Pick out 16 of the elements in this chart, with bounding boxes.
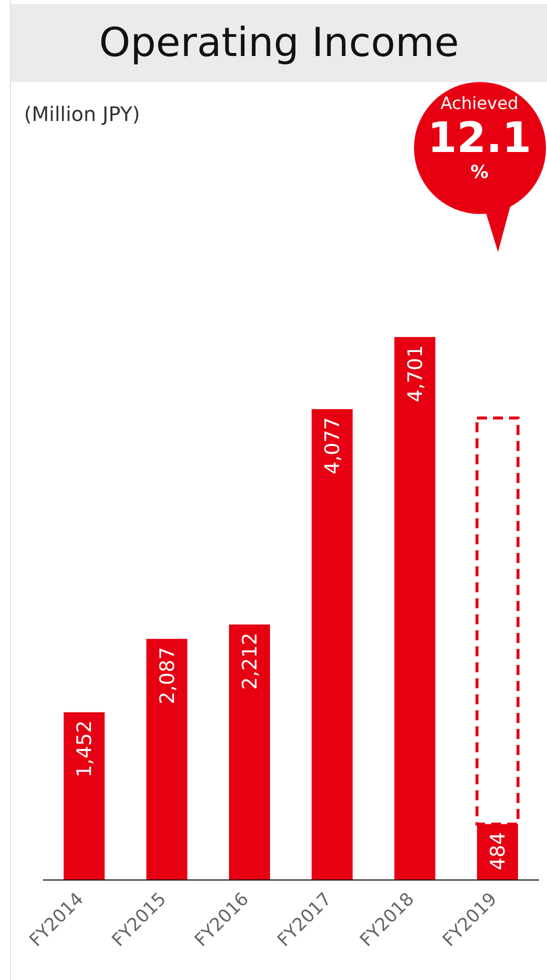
bar — [312, 409, 353, 880]
text: % — [469, 162, 490, 183]
data-label: 2,212 — [238, 632, 262, 690]
text: 12.1 — [426, 113, 532, 162]
bar — [146, 638, 188, 880]
bar — [394, 337, 436, 880]
bar — [64, 712, 105, 880]
data-label: 4,701 — [402, 345, 427, 402]
data-label: 4,077 — [320, 417, 344, 474]
chart-title: Operating Income — [11, 4, 547, 82]
text: (Million JPY) — [24, 102, 140, 126]
data-label: 1,452 — [72, 720, 96, 778]
data-label: 484 — [486, 832, 510, 870]
text: Achieved — [440, 94, 520, 114]
data-label: 2,087 — [154, 646, 179, 704]
bar — [229, 624, 270, 880]
